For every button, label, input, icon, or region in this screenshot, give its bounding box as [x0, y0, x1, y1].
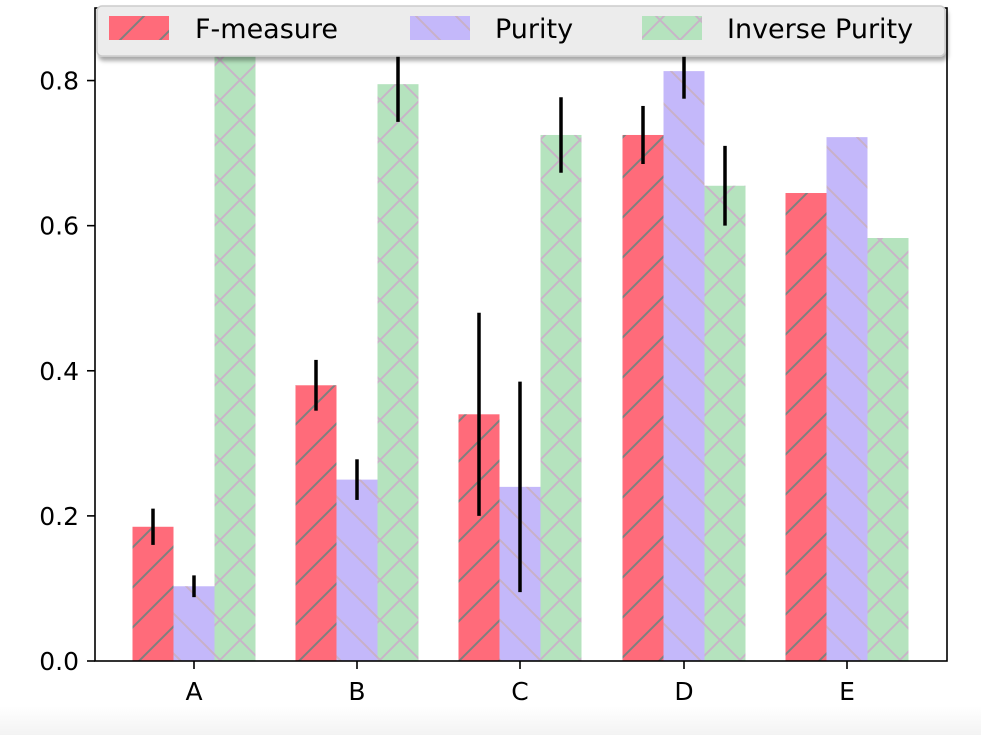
legend: F-measure Purity Inverse Purity — [96, 5, 946, 57]
y-tick-label: 0.0 — [39, 647, 79, 676]
bar-hatch — [704, 185, 746, 661]
legend-swatch-hatch — [410, 16, 470, 40]
bar-hatch — [826, 137, 868, 661]
y-tick-label: 0.6 — [39, 212, 79, 241]
bottom-strip — [0, 706, 981, 735]
x-tick-label: B — [348, 677, 365, 706]
y-tick-label: 0.4 — [39, 357, 79, 386]
bar-hatch — [377, 84, 419, 661]
x-tick-label: D — [674, 677, 693, 706]
bar-hatch — [295, 385, 337, 661]
bar-hatch — [214, 35, 256, 662]
bar-hatch — [622, 134, 664, 661]
bar-hatch — [540, 134, 582, 661]
bar-hatch — [867, 238, 909, 662]
bar-hatch — [132, 526, 174, 661]
legend-swatch-hatch — [109, 16, 169, 40]
x-tick-label: A — [185, 677, 202, 706]
bar-hatch — [336, 479, 378, 661]
bar-hatch — [785, 193, 827, 661]
legend-label: F-measure — [195, 14, 338, 45]
legend-label: Inverse Purity — [727, 14, 913, 45]
y-tick-label: 0.8 — [39, 67, 79, 96]
x-tick-label: C — [511, 677, 528, 706]
bar-hatch — [663, 71, 705, 661]
legend-label: Purity — [495, 14, 573, 45]
x-tick-label: E — [839, 677, 855, 706]
legend-swatch-hatch — [642, 16, 702, 40]
legend-box — [96, 5, 946, 57]
y-tick-label: 0.2 — [39, 502, 79, 531]
plot-area: 0.0 0.2 0.4 0.6 0.8 A B C D E — [39, 7, 948, 706]
bar-hatch — [173, 586, 215, 661]
